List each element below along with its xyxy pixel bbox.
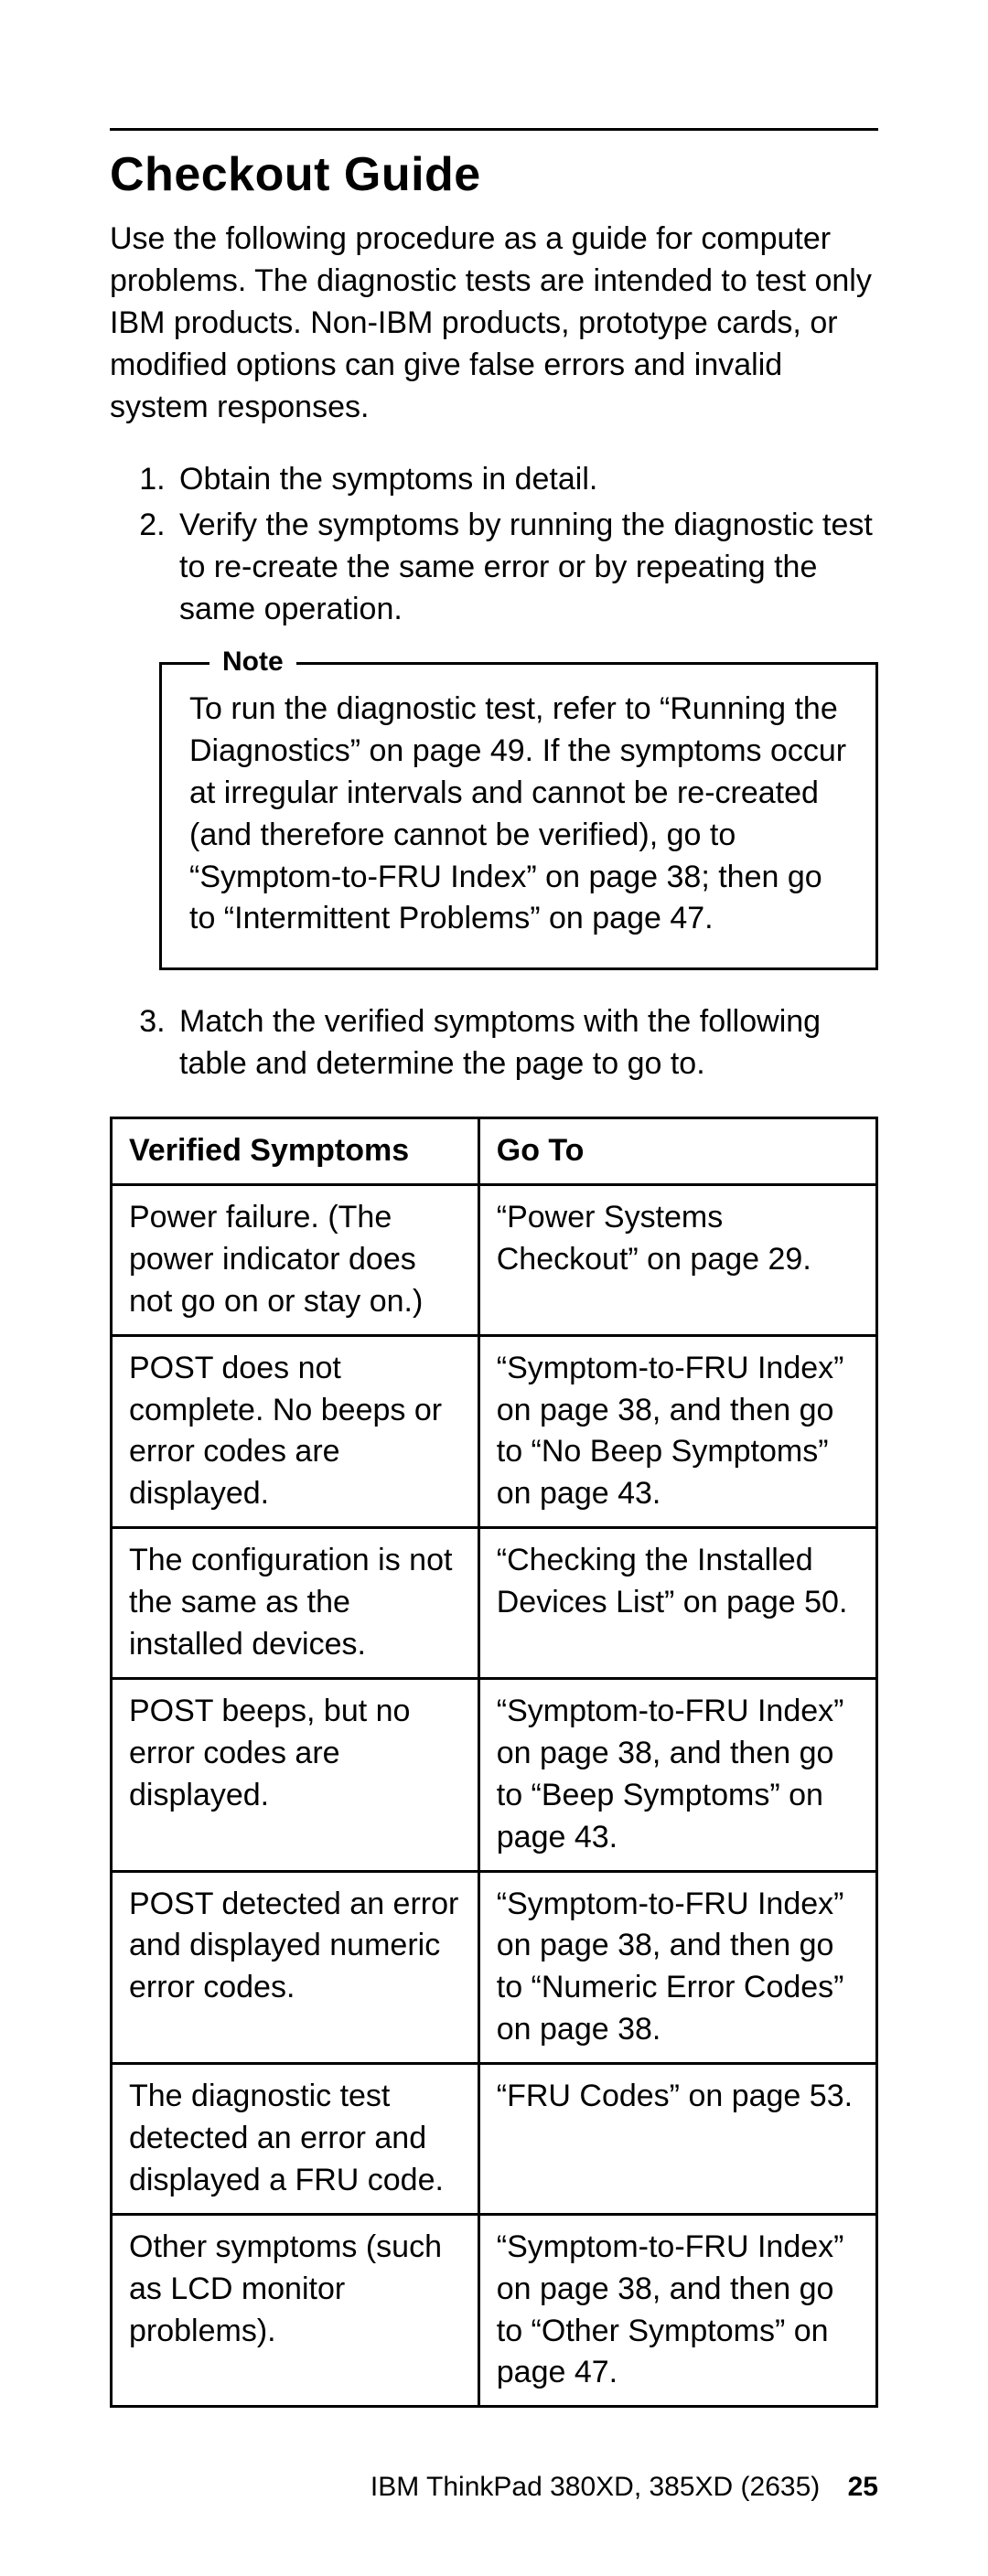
table-cell: “Symptom-to-FRU Index” on page 38, and t…	[478, 1871, 876, 2064]
table-cell: The diagnostic test detected an error an…	[112, 2064, 479, 2215]
top-horizontal-rule	[110, 128, 878, 131]
table-cell: “Symptom-to-FRU Index” on page 38, and t…	[478, 2214, 876, 2407]
step-item: Match the verified symptoms with the fol…	[174, 1001, 878, 1085]
intro-paragraph: Use the following procedure as a guide f…	[110, 219, 878, 428]
step-item: Verify the symptoms by running the diagn…	[174, 505, 878, 631]
table-cell: “FRU Codes” on page 53.	[478, 2064, 876, 2215]
table-header-row: Verified Symptoms Go To	[112, 1118, 877, 1185]
table-cell: POST detected an error and displayed num…	[112, 1871, 479, 2064]
symptoms-table: Verified Symptoms Go To Power failure. (…	[110, 1117, 878, 2408]
footer-text: IBM ThinkPad 380XD, 385XD (2635)	[370, 2472, 820, 2502]
table-row: POST detected an error and displayed num…	[112, 1871, 877, 2064]
note-label: Note	[209, 647, 296, 678]
page-footer: IBM ThinkPad 380XD, 385XD (2635) 25	[110, 2472, 878, 2503]
procedure-steps-continued: Match the verified symptoms with the fol…	[110, 1001, 878, 1085]
table-cell: “Symptom-to-FRU Index” on page 38, and t…	[478, 1335, 876, 1528]
note-text: To run the diagnostic test, refer to “Ru…	[189, 689, 848, 940]
table-cell: “Symptom-to-FRU Index” on page 38, and t…	[478, 1678, 876, 1871]
table-cell: “Checking the Installed Devices List” on…	[478, 1528, 876, 1679]
step-item: Obtain the symptoms in detail.	[174, 459, 878, 501]
table-cell: The configuration is not the same as the…	[112, 1528, 479, 1679]
table-cell: Power failure. (The power indicator does…	[112, 1185, 479, 1336]
table-cell: POST beeps, but no error codes are displ…	[112, 1678, 479, 1871]
table-cell: “Power Systems Checkout” on page 29.	[478, 1185, 876, 1336]
table-cell: Other symptoms (such as LCD monitor prob…	[112, 2214, 479, 2407]
table-row: POST beeps, but no error codes are displ…	[112, 1678, 877, 1871]
table-row: Power failure. (The power indicator does…	[112, 1185, 877, 1336]
page-title: Checkout Guide	[110, 147, 878, 202]
table-row: Other symptoms (such as LCD monitor prob…	[112, 2214, 877, 2407]
note-box: Note To run the diagnostic test, refer t…	[159, 662, 878, 970]
table-row: The diagnostic test detected an error an…	[112, 2064, 877, 2215]
table-row: POST does not complete. No beeps or erro…	[112, 1335, 877, 1528]
table-cell: POST does not complete. No beeps or erro…	[112, 1335, 479, 1528]
page-number: 25	[848, 2472, 878, 2502]
table-header-cell: Verified Symptoms	[112, 1118, 479, 1185]
procedure-steps: Obtain the symptoms in detail. Verify th…	[110, 459, 878, 631]
table-row: The configuration is not the same as the…	[112, 1528, 877, 1679]
document-page: Checkout Guide Use the following procedu…	[0, 0, 988, 2576]
table-header-cell: Go To	[478, 1118, 876, 1185]
